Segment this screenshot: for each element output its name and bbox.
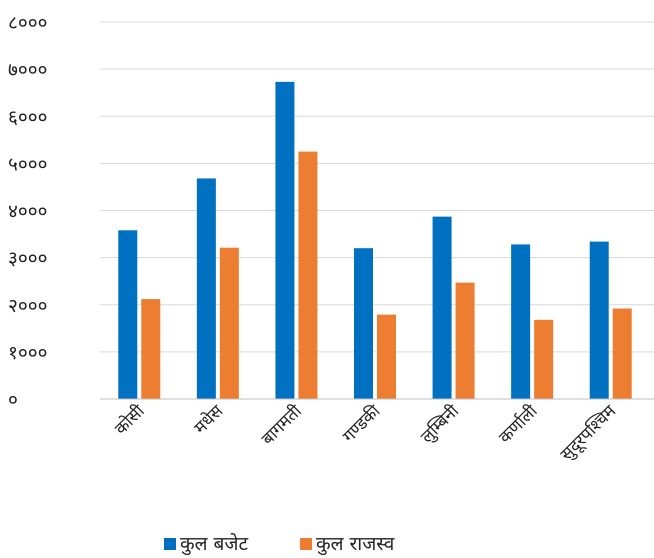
y-tick-label: ० <box>8 389 18 411</box>
bar-revenue <box>298 151 318 399</box>
bar-revenue <box>377 314 396 399</box>
bar-budget <box>275 81 295 399</box>
bar-budget <box>196 178 216 399</box>
legend-label: कुल राजस्व <box>316 533 395 556</box>
y-axis-tick-labels: ० १००० २००० ३००० ४००० ५००० ६००० ७००० ८००० <box>8 12 48 411</box>
y-tick-label: २००० <box>8 295 48 317</box>
bar-revenue <box>534 319 554 399</box>
x-category-label: लुम्बिनी <box>416 400 463 447</box>
legend-swatch <box>164 538 176 550</box>
x-category-label: बागमती <box>257 400 306 449</box>
bar-budget <box>432 216 452 399</box>
y-tick-label: ३००० <box>8 248 48 270</box>
gridlines <box>100 21 654 353</box>
x-category-label: सुदूरपश्चिम <box>556 400 621 465</box>
legend: कुल बजेट कुल राजस्व <box>164 532 395 556</box>
x-category-label: कोसी <box>110 400 149 439</box>
y-tick-label: ६००० <box>8 106 48 128</box>
bar-budget <box>118 230 138 399</box>
x-category-label: मधेस <box>190 400 228 438</box>
y-tick-label: ८००० <box>8 12 48 34</box>
legend-label: कुल बजेट <box>180 532 248 556</box>
y-tick-label: ४००० <box>8 201 48 223</box>
y-tick-label: ७००० <box>8 59 48 81</box>
y-tick-label: ५००० <box>8 153 48 175</box>
legend-swatch <box>300 538 312 550</box>
bar-budget <box>589 241 609 399</box>
bar-budget <box>354 248 373 399</box>
bar-revenue <box>455 282 475 399</box>
bars <box>118 81 632 399</box>
x-category-label: कर्णाली <box>495 400 543 448</box>
x-axis-category-labels: कोसी मधेस बागमती गण्डकी लुम्बिनी कर्णाली सुदूर… <box>110 400 620 465</box>
bar-revenue <box>219 247 239 399</box>
bar-revenue <box>612 308 632 399</box>
bar-revenue <box>141 299 161 399</box>
x-category-label: गण्डकी <box>338 400 385 447</box>
y-tick-label: १००० <box>8 342 48 364</box>
bar-budget <box>511 244 531 399</box>
